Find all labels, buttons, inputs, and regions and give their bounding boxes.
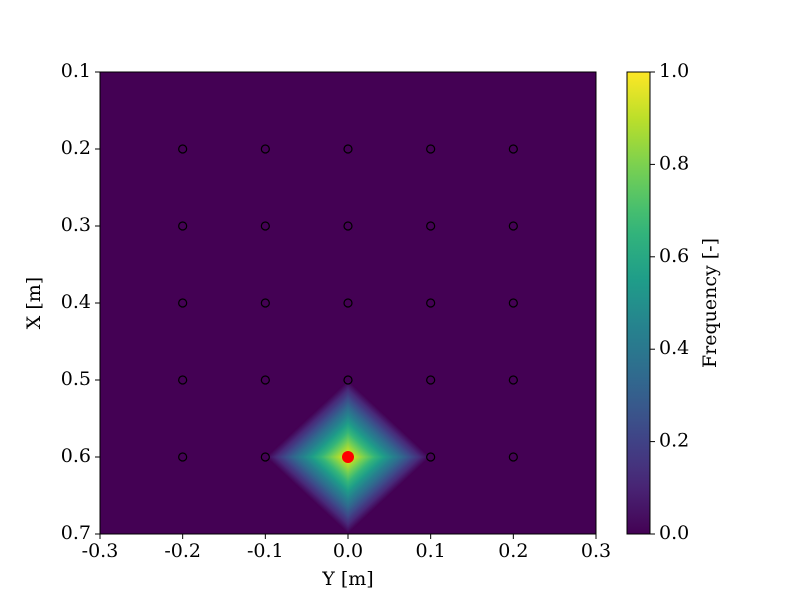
- x-tick-label: -0.3: [82, 540, 119, 562]
- y-axis-label: X [m]: [23, 277, 45, 329]
- colorbar: [626, 71, 651, 535]
- sensor-marker: [343, 375, 353, 385]
- sensor-marker: [343, 144, 353, 154]
- y-tick-label: 0.5: [61, 368, 91, 390]
- colorbar-tick-label: 0.6: [659, 245, 689, 267]
- x-tick-label: 0.1: [416, 540, 446, 562]
- sensor-marker: [343, 298, 353, 308]
- sensor-marker: [178, 221, 188, 231]
- sensor-marker: [508, 375, 518, 385]
- sensor-marker: [426, 375, 436, 385]
- sensor-marker: [426, 452, 436, 462]
- x-tick-label: 0.3: [581, 540, 611, 562]
- sensor-marker: [260, 298, 270, 308]
- y-tick-label: 0.4: [61, 291, 91, 313]
- sensor-marker: [260, 375, 270, 385]
- sensor-marker: [426, 221, 436, 231]
- y-tick-label: 0.2: [61, 137, 91, 159]
- sensor-marker: [260, 452, 270, 462]
- colorbar-tick-label: 1.0: [659, 60, 689, 82]
- sensor-marker: [426, 144, 436, 154]
- x-tick-label: 0.0: [333, 540, 363, 562]
- sensor-marker: [178, 298, 188, 308]
- sensor-marker: [508, 452, 518, 462]
- sensor-marker: [508, 221, 518, 231]
- colorbar-tick-label: 0.4: [659, 337, 689, 359]
- colorbar-tick-label: 0.8: [659, 152, 689, 174]
- x-tick-label: -0.1: [247, 540, 284, 562]
- colorbar-label: Frequency [-]: [699, 238, 721, 368]
- y-tick-label: 0.7: [61, 522, 91, 544]
- y-tick-label: 0.1: [61, 60, 91, 82]
- colorbar-tick-label: 0.0: [659, 522, 689, 544]
- colorbar-tick-label: 0.2: [659, 430, 689, 452]
- sensor-marker: [178, 144, 188, 154]
- source-marker: [342, 451, 354, 463]
- x-tick-label: 0.2: [498, 540, 528, 562]
- sensor-marker: [178, 452, 188, 462]
- sensor-marker: [343, 221, 353, 231]
- sensor-marker: [178, 375, 188, 385]
- y-tick-label: 0.6: [61, 445, 91, 467]
- x-axis-label: Y [m]: [321, 568, 373, 590]
- sensor-marker: [260, 221, 270, 231]
- y-tick-label: 0.3: [61, 214, 91, 236]
- sensor-marker: [260, 144, 270, 154]
- x-tick-label: -0.2: [164, 540, 201, 562]
- sensor-marker: [508, 144, 518, 154]
- sensor-marker: [508, 298, 518, 308]
- sensor-marker: [426, 298, 436, 308]
